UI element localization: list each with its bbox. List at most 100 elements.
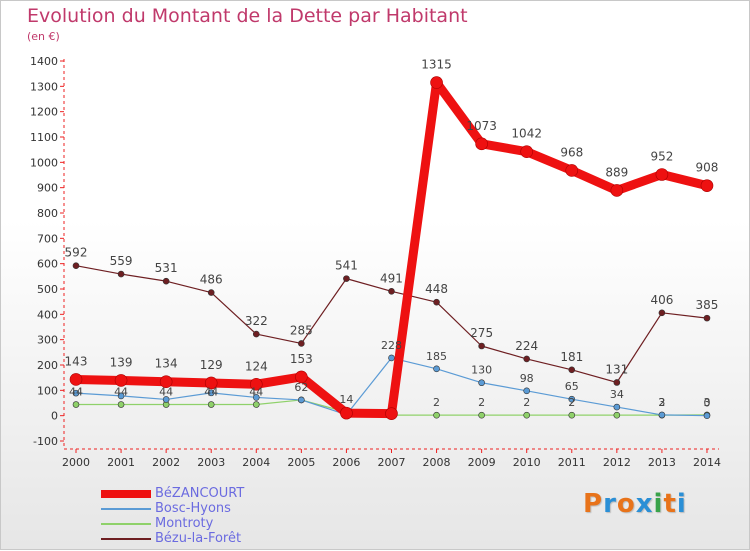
logo-letter: i (676, 489, 687, 519)
y-tick-label: 1100 (30, 131, 58, 144)
data-point-bosc-hyons (162, 396, 170, 403)
data-point-bosc-hyons (117, 392, 125, 400)
data-point-bezu-la-foret (252, 330, 260, 338)
x-tick-label: 2012 (603, 456, 631, 469)
data-label-bosc-hyons: 130 (471, 364, 492, 377)
data-point-montroty (72, 401, 80, 408)
logo-letter: i (653, 489, 664, 519)
data-label-montroty: 62 (294, 381, 308, 394)
data-point-montroty (568, 411, 576, 419)
data-point-bezancourt (655, 168, 669, 181)
x-tick-label: 2002 (152, 456, 180, 469)
proxiti-logo: Proxiti (583, 489, 687, 519)
data-point-bosc-hyons (72, 389, 80, 397)
data-label-bezancourt: 889 (605, 165, 628, 179)
data-point-montroty (252, 401, 260, 408)
data-point-montroty (433, 411, 440, 419)
x-tick-label: 2005 (287, 456, 315, 469)
y-tick-label: 400 (37, 308, 58, 321)
data-label-bezu-la-foret: 531 (155, 261, 178, 275)
x-tick-label: 2013 (648, 456, 676, 469)
data-label-montroty: 14 (339, 393, 353, 406)
data-point-bosc-hyons (298, 396, 305, 404)
data-point-bezancourt (340, 406, 353, 420)
data-label-bosc-hyons: 185 (426, 350, 447, 363)
data-label-bezu-la-foret: 181 (560, 350, 583, 364)
y-tick-label: 600 (37, 258, 58, 271)
logo-letter: x (635, 489, 654, 519)
y-tick-label: 900 (37, 182, 58, 195)
legend-label: Montroty (155, 516, 214, 531)
data-point-bezu-la-foret (433, 298, 440, 306)
data-point-bosc-hyons (568, 395, 576, 403)
data-label-bosc-hyons: 34 (610, 388, 624, 401)
y-tick-label: 0 (51, 410, 58, 423)
data-point-bosc-hyons (613, 403, 621, 411)
x-tick-label: 2014 (693, 456, 721, 469)
data-label-montroty: 2 (658, 396, 665, 409)
y-tick-label: 1400 (30, 55, 58, 68)
data-point-bosc-hyons (703, 412, 711, 419)
data-label-bosc-hyons: 65 (565, 380, 579, 393)
data-label-bezu-la-foret: 448 (425, 282, 448, 296)
data-label-bezu-la-foret: 486 (200, 273, 223, 287)
y-tick-label: 300 (37, 334, 58, 347)
x-tick-label: 2010 (513, 456, 541, 469)
legend-label: Bézu-la-Forêt (155, 531, 242, 546)
data-label-montroty: 2 (478, 396, 485, 409)
data-label-bezu-la-foret: 224 (515, 339, 538, 353)
data-label-bezu-la-foret: 131 (605, 362, 628, 376)
legend-item: Bézu-la-Forêt (101, 531, 321, 546)
data-label-bezancourt: 968 (560, 145, 583, 159)
legend-swatch (101, 508, 151, 510)
x-tick-label: 2008 (423, 456, 451, 469)
legend-item: Bosc-Hyons (101, 501, 321, 516)
x-tick-label: 2000 (62, 456, 90, 469)
data-label-montroty: 44 (249, 386, 263, 399)
data-point-bezancourt (520, 145, 534, 158)
data-point-bezu-la-foret (72, 262, 80, 269)
data-label-montroty: 3 (703, 396, 710, 409)
data-label-bezu-la-foret: 559 (110, 254, 133, 268)
data-point-bezu-la-foret (162, 277, 170, 285)
data-point-montroty (117, 401, 125, 408)
data-point-bezancourt (700, 179, 714, 192)
data-point-bezu-la-foret (207, 289, 215, 296)
x-tick-label: 2007 (377, 456, 405, 469)
data-label-bezancourt: 124 (245, 359, 268, 373)
logo-letter: t (663, 489, 677, 519)
logo-letter: r (603, 489, 617, 519)
data-point-bosc-hyons (207, 389, 215, 397)
x-tick-label: 2003 (197, 456, 225, 469)
chart-title: Evolution du Montant de la Dette par Hab… (27, 5, 468, 27)
data-point-bezancourt (69, 373, 83, 386)
data-point-bezu-la-foret (478, 342, 485, 350)
data-label-bezu-la-foret: 385 (696, 298, 719, 312)
legend-label: BéZANCOURT (155, 486, 245, 501)
data-point-bezancourt (159, 375, 173, 389)
data-point-bezu-la-foret (388, 287, 395, 295)
data-label-bezancourt: 139 (110, 355, 133, 369)
data-point-bezu-la-foret (298, 340, 305, 347)
data-label-bezancourt: 952 (650, 149, 673, 163)
y-tick-label: 500 (37, 283, 58, 296)
data-point-bezancourt (385, 407, 398, 420)
y-tick-label: 800 (37, 207, 58, 220)
data-point-bezancourt (249, 377, 263, 391)
y-tick-label: 700 (37, 232, 58, 245)
logo-letter: o (616, 489, 636, 519)
data-label-bezu-la-foret: 491 (380, 271, 403, 285)
data-point-bezu-la-foret (343, 275, 350, 282)
data-point-bezu-la-foret (703, 314, 711, 322)
y-tick-label: -100 (33, 435, 58, 448)
data-point-bezancourt (295, 370, 308, 384)
legend-swatch (101, 523, 151, 525)
data-point-montroty (478, 411, 485, 419)
data-label-bezancourt: 1042 (511, 127, 542, 141)
data-point-bezancourt (114, 374, 128, 387)
data-label-bezu-la-foret: 406 (650, 293, 673, 307)
data-label-bosc-hyons: 98 (520, 372, 534, 385)
legend-swatch (101, 538, 151, 540)
